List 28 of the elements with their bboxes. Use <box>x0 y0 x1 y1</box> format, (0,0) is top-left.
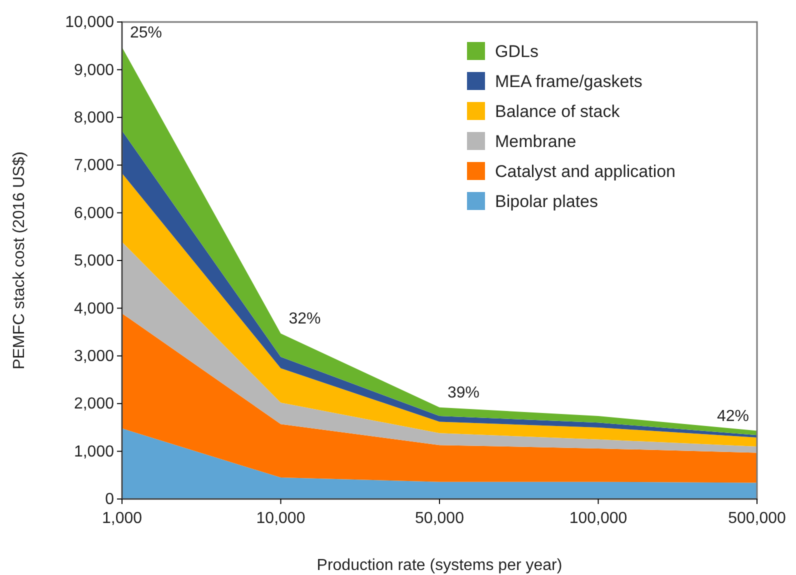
legend-label: MEA frame/gaskets <box>495 72 642 91</box>
y-tick-label: 4,000 <box>74 300 114 318</box>
legend-label: GDLs <box>495 42 538 61</box>
y-tick-label: 1,000 <box>74 443 114 460</box>
y-tick-label: 7,000 <box>74 157 114 174</box>
y-tick-label: 10,000 <box>65 14 114 32</box>
legend-label: Balance of stack <box>495 102 620 121</box>
y-tick-label: 2,000 <box>74 396 114 413</box>
y-tick-label: 0 <box>105 491 114 508</box>
legend-label: Membrane <box>495 132 576 151</box>
y-tick-label: 9,000 <box>74 62 114 79</box>
y-tick-label: 6,000 <box>74 204 114 222</box>
y-tick-label: 8,000 <box>74 110 114 127</box>
y-tick-label: 3,000 <box>74 348 114 366</box>
x-tick-label: 500,000 <box>728 510 786 527</box>
annotation: 39% <box>448 384 480 402</box>
x-tick-label: 100,000 <box>569 510 628 527</box>
x-tick-label: 50,000 <box>415 510 464 527</box>
annotation: 42% <box>716 408 749 425</box>
y-tick-label: 5,000 <box>74 252 114 270</box>
annotation: 32% <box>288 310 321 328</box>
y-axis-title: PEMFC stack cost (2016 US$) <box>11 152 28 370</box>
x-axis-title: Production rate (systems per year) <box>316 557 562 574</box>
annotation: 25% <box>130 24 162 42</box>
x-tick-label: 10,000 <box>256 510 306 527</box>
legend-label: Catalyst and application <box>495 162 676 181</box>
x-tick-label: 1,000 <box>102 510 142 527</box>
legend-label: Bipolar plates <box>495 192 598 211</box>
